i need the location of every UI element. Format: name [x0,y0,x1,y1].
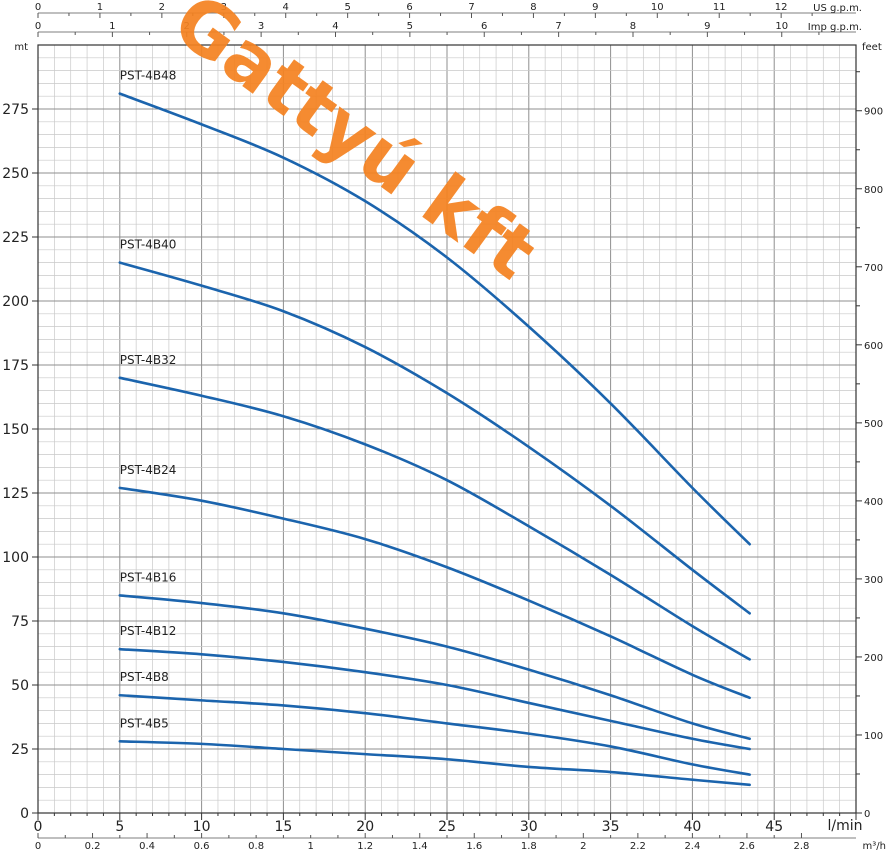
secondary-tick-label: 2.8 [794,841,810,852]
secondary-tick-label: 8 [630,21,636,32]
x-tick-label: 0 [34,819,43,835]
x-tick-label: 40 [683,819,701,835]
secondary-tick-label: 2 [184,21,190,32]
secondary-tick-label: 7 [468,2,474,13]
y-tick-label: 250 [2,166,29,182]
y-tick-label: 100 [2,550,29,566]
y-tick-label: 150 [2,422,29,438]
y-right-tick-label: 0 [864,809,870,820]
y-tick-label: 50 [11,678,29,694]
secondary-tick-label: 4 [332,21,338,32]
secondary-tick-label: 1.8 [521,841,537,852]
secondary-axis-unit: m³/h [863,841,886,852]
series-line-pst-4b16 [118,594,751,741]
series-label-pst-4b24: PST-4B24 [120,463,177,477]
series-line-pst-4b24 [118,486,751,700]
y-tick-label: 275 [2,102,29,118]
secondary-axis-unit: US g.p.m. [813,3,862,14]
secondary-tick-label: 1 [109,21,115,32]
secondary-tick-label: 11 [713,2,726,13]
chart-axes [32,12,862,839]
x-tick-label: 35 [602,819,620,835]
x-tick-label: 10 [193,819,211,835]
series-line-pst-4b48 [118,92,751,546]
secondary-tick-label: 0 [35,2,41,13]
secondary-tick-label: 6 [481,21,487,32]
secondary-tick-label: 12 [775,2,788,13]
secondary-tick-label: 2.6 [739,841,755,852]
y-axis-label-mt: mt [14,42,28,53]
series-line-pst-4b5 [118,740,751,787]
secondary-tick-label: 3 [258,21,264,32]
secondary-tick-label: 6 [406,2,412,13]
y-right-tick-label: 600 [864,341,883,352]
y-right-tick-label: 300 [864,575,883,586]
x-tick-label: 30 [520,819,538,835]
secondary-tick-label: 1.6 [466,841,482,852]
series-label-pst-4b40: PST-4B40 [120,238,177,252]
secondary-tick-label: 1.2 [357,841,373,852]
y-tick-label: 125 [2,486,29,502]
y-right-tick-label: 800 [864,185,883,196]
y-right-tick-label: 400 [864,497,883,508]
secondary-tick-label: 1.4 [412,841,428,852]
y-right-tick-label: 700 [864,263,883,274]
secondary-tick-label: 0.8 [248,841,264,852]
x-tick-label: 45 [765,819,783,835]
series-label-pst-4b5: PST-4B5 [120,716,169,730]
secondary-tick-label: 8 [530,2,536,13]
secondary-tick-label: 0.4 [139,841,155,852]
secondary-tick-label: 4 [283,2,289,13]
x-tick-label: 5 [115,819,124,835]
y-right-tick-label: 200 [864,653,883,664]
y-right-tick-label: 500 [864,419,883,430]
y-axis-label-feet: feet [862,42,882,53]
y-right-tick-label: 900 [864,107,883,118]
secondary-tick-label: 9 [704,21,710,32]
x-tick-label: 25 [438,819,456,835]
series-line-pst-4b12 [118,647,751,751]
secondary-tick-label: 5 [407,21,413,32]
secondary-tick-label: 2 [580,841,586,852]
y-tick-label: 75 [11,614,29,630]
series-label-pst-4b32: PST-4B32 [120,353,177,367]
secondary-tick-label: 1 [97,2,103,13]
y-tick-label: 200 [2,294,29,310]
series-lines [118,92,751,787]
secondary-tick-label: 9 [592,2,598,13]
secondary-axis-unit: Imp g.p.m. [808,22,862,33]
series-line-pst-4b32 [118,376,751,661]
secondary-tick-label: 10 [651,2,664,13]
series-line-pst-4b40 [118,261,751,615]
secondary-tick-label: 10 [775,21,788,32]
series-label-pst-4b48: PST-4B48 [120,69,177,83]
secondary-tick-label: 3 [221,2,227,13]
secondary-tick-label: 0 [35,841,41,852]
secondary-tick-label: 7 [555,21,561,32]
x-axis-label-lmin: l/min [827,818,862,834]
secondary-tick-label: 2 [159,2,165,13]
secondary-tick-label: 1 [307,841,313,852]
y-tick-label: 25 [11,742,29,758]
series-line-pst-4b8 [118,693,751,776]
secondary-tick-label: 0.2 [85,841,101,852]
secondary-tick-label: 2.4 [684,841,700,852]
y-right-tick-label: 100 [864,731,883,742]
series-label-pst-4b12: PST-4B12 [120,624,177,638]
secondary-tick-label: 0 [35,21,41,32]
x-tick-label: 20 [356,819,374,835]
x-tick-label: 15 [274,819,292,835]
series-label-pst-4b16: PST-4B16 [120,570,177,584]
series-label-pst-4b8: PST-4B8 [120,670,169,684]
y-tick-label: 175 [2,358,29,374]
secondary-tick-label: 2.2 [630,841,646,852]
y-tick-label: 225 [2,230,29,246]
y-tick-label: 0 [20,806,29,822]
secondary-tick-label: 0.6 [194,841,210,852]
secondary-tick-label: 5 [344,2,350,13]
